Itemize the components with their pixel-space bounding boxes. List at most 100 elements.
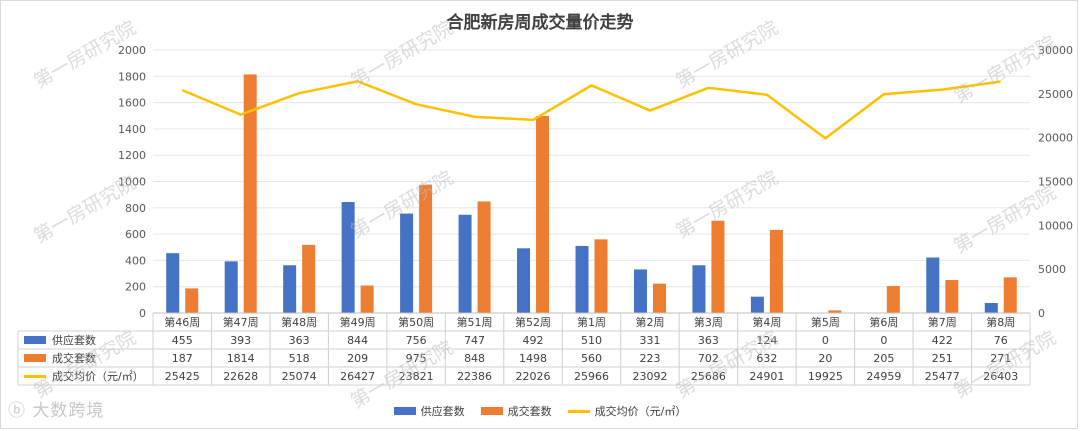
logo-watermark: ⓑ 大数跨境 bbox=[8, 401, 105, 421]
table-cell-value: 19925 bbox=[808, 370, 843, 383]
x-tick-label: 第48周 bbox=[281, 315, 317, 329]
bar-deals bbox=[828, 310, 842, 313]
table-cell-value: 747 bbox=[464, 334, 485, 347]
y-right-tick-label: 20000 bbox=[1038, 132, 1073, 145]
table-cell-value: 393 bbox=[230, 334, 251, 347]
table-legend-swatch bbox=[24, 336, 46, 344]
table-cell-value: 518 bbox=[289, 352, 310, 365]
bar-supply bbox=[166, 253, 180, 313]
y-left-tick-label: 1400 bbox=[118, 123, 146, 136]
legend-label-supply: 供应套数 bbox=[420, 405, 465, 418]
table-cell-value: 187 bbox=[172, 352, 193, 365]
y-left-tick-label: 0 bbox=[139, 307, 146, 320]
table-cell-value: 422 bbox=[932, 334, 953, 347]
table-cell-value: 560 bbox=[581, 352, 602, 365]
table-cell-value: 22386 bbox=[457, 370, 492, 383]
table-cell-value: 756 bbox=[406, 334, 427, 347]
table-legend-swatch bbox=[24, 375, 46, 378]
watermark: 第一房研究院 bbox=[347, 17, 457, 93]
bar-supply bbox=[458, 214, 472, 313]
table-cell-value: 0 bbox=[880, 334, 887, 347]
bar-deals bbox=[536, 116, 550, 313]
table-cell-value: 492 bbox=[523, 334, 544, 347]
y-right-tick-label: 15000 bbox=[1038, 176, 1073, 189]
bar-deals bbox=[594, 239, 608, 313]
table-cell-value: 205 bbox=[873, 352, 894, 365]
legend-item-supply: 供应套数 bbox=[393, 403, 465, 419]
x-tick-label: 第2周 bbox=[635, 315, 664, 329]
x-tick-label: 第7周 bbox=[928, 315, 957, 329]
x-tick-label: 第46周 bbox=[164, 315, 200, 329]
bar-deals bbox=[886, 286, 900, 313]
table-cell-value: 20 bbox=[818, 352, 832, 365]
bar-supply bbox=[692, 265, 706, 313]
bar-supply bbox=[633, 269, 647, 313]
table-series-label: 成交套数 bbox=[52, 351, 96, 365]
bar-deals bbox=[945, 279, 959, 313]
table-cell-value: 23092 bbox=[632, 370, 667, 383]
table-cell-value: 23821 bbox=[399, 370, 434, 383]
table-cell-value: 1814 bbox=[227, 352, 255, 365]
table-cell-value: 848 bbox=[464, 352, 485, 365]
table-cell-value: 1498 bbox=[519, 352, 547, 365]
table-cell-value: 844 bbox=[347, 334, 368, 347]
x-tick-label: 第5周 bbox=[811, 315, 840, 329]
table-cell-value: 510 bbox=[581, 334, 602, 347]
x-tick-label: 第8周 bbox=[986, 315, 1015, 329]
bar-deals bbox=[1003, 277, 1017, 313]
y-right-tick-label: 10000 bbox=[1038, 219, 1073, 232]
legend-label-price: 成交均价（元/㎡） bbox=[594, 405, 687, 418]
y-left-tick-label: 1600 bbox=[118, 97, 146, 110]
table-cell-value: 22628 bbox=[223, 370, 258, 383]
y-left-tick-label: 1200 bbox=[118, 149, 146, 162]
table-cell-value: 25686 bbox=[691, 370, 726, 383]
x-tick-label: 第4周 bbox=[752, 315, 781, 329]
watermark: 第一房研究院 bbox=[672, 17, 782, 93]
table-cell-value: 632 bbox=[756, 352, 777, 365]
table-cell-value: 363 bbox=[289, 334, 310, 347]
table-cell-value: 124 bbox=[756, 334, 777, 347]
x-tick-label: 第52周 bbox=[515, 315, 551, 329]
table-cell-value: 76 bbox=[994, 334, 1008, 347]
bar-supply bbox=[517, 248, 531, 313]
table-cell-value: 251 bbox=[932, 352, 953, 365]
y-right-tick-label: 0 bbox=[1038, 307, 1045, 320]
legend-swatch-price bbox=[567, 409, 590, 413]
bar-deals bbox=[769, 229, 783, 313]
bar-supply bbox=[400, 213, 414, 313]
table-cell-value: 223 bbox=[639, 352, 660, 365]
bar-supply bbox=[984, 303, 998, 313]
bar-deals bbox=[419, 184, 433, 313]
watermark: 第一房研究院 bbox=[672, 167, 782, 243]
table-cell-value: 363 bbox=[698, 334, 719, 347]
table-cell-value: 455 bbox=[172, 334, 193, 347]
table-series-label: 成交均价（元/㎡） bbox=[52, 369, 144, 383]
line-avg-price bbox=[181, 80, 1001, 140]
table-cell-value: 25966 bbox=[574, 370, 609, 383]
table-cell-value: 25477 bbox=[925, 370, 960, 383]
table-cell-value: 25074 bbox=[282, 370, 317, 383]
bar-supply bbox=[926, 257, 940, 313]
x-tick-label: 第49周 bbox=[340, 315, 376, 329]
table-cell-value: 22026 bbox=[516, 370, 551, 383]
y-left-tick-label: 2000 bbox=[118, 44, 146, 57]
x-tick-label: 第50周 bbox=[398, 315, 434, 329]
bar-supply bbox=[575, 245, 589, 313]
table-cell-value: 702 bbox=[698, 352, 719, 365]
bar-supply bbox=[341, 202, 355, 313]
legend-swatch-supply bbox=[393, 407, 416, 415]
x-tick-label: 第3周 bbox=[694, 315, 723, 329]
y-right-tick-label: 25000 bbox=[1038, 88, 1073, 101]
bar-deals bbox=[302, 244, 316, 313]
y-right-tick-label: 30000 bbox=[1038, 44, 1073, 57]
table-cell-value: 24901 bbox=[749, 370, 784, 383]
table-cell-value: 271 bbox=[990, 352, 1011, 365]
table-cell-value: 26403 bbox=[983, 370, 1018, 383]
bar-deals bbox=[360, 285, 374, 313]
x-tick-label: 第47周 bbox=[223, 315, 259, 329]
legend-item-deals: 成交套数 bbox=[480, 403, 552, 419]
bar-supply bbox=[750, 296, 764, 313]
y-left-tick-label: 200 bbox=[125, 281, 146, 294]
